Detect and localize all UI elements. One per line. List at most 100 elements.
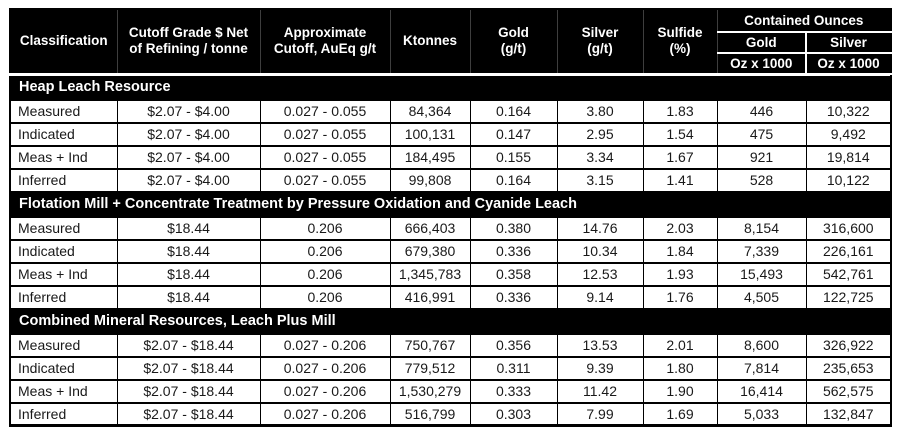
table-row: Measured $2.07 - $4.00 0.027 - 0.055 84,… [9, 98, 892, 124]
cell-ktonnes: 516,799 [389, 401, 471, 427]
cell-gold-oz: 7,814 [716, 355, 807, 381]
col-header-contained-ounces: Contained Ounces [717, 9, 892, 33]
col-header-sulfide: Sulfide (%) [643, 9, 718, 76]
cell-sulfide-pct: 1.69 [642, 401, 718, 427]
cell-gold-oz: 528 [716, 167, 807, 193]
table-row: Meas + Ind $2.07 - $4.00 0.027 - 0.055 1… [9, 144, 892, 170]
cell-sulfide-pct: 1.84 [642, 238, 718, 264]
table-row: Indicated $18.44 0.206 679,380 0.336 10.… [9, 238, 892, 264]
cell-gold-gpt: 0.164 [469, 98, 558, 124]
section-header-row: Combined Mineral Resources, Leach Plus M… [10, 308, 892, 334]
cell-ktonnes: 750,767 [389, 332, 471, 358]
cell-silver-gpt: 3.15 [556, 167, 644, 193]
cell-gold-oz: 4,505 [716, 284, 807, 310]
cell-classification: Indicated [9, 121, 118, 147]
cell-cutoff-grade: $2.07 - $4.00 [116, 121, 261, 147]
cell-silver-gpt: 3.34 [556, 144, 644, 170]
cell-silver-oz: 316,600 [805, 215, 892, 241]
col-header-classification: Classification [10, 9, 118, 76]
cell-sulfide-pct: 2.01 [642, 332, 718, 358]
col-header-contained-gold: Gold [717, 32, 807, 54]
col-header-approx-cutoff-line2: Cutoff, AuEq g/t [273, 41, 377, 57]
cell-sulfide-pct: 1.83 [642, 98, 718, 124]
cell-gold-gpt: 0.380 [469, 215, 558, 241]
table-row: Meas + Ind $18.44 0.206 1,345,783 0.358 … [9, 261, 892, 287]
cell-approx-cutoff: 0.206 [259, 238, 391, 264]
cell-silver-oz: 542,761 [805, 261, 892, 287]
cell-gold-oz: 8,600 [716, 332, 807, 358]
cell-cutoff-grade: $2.07 - $18.44 [116, 332, 261, 358]
cell-approx-cutoff: 0.027 - 0.206 [259, 355, 391, 381]
cell-gold-oz: 8,154 [716, 215, 807, 241]
section-header-row: Heap Leach Resource [10, 74, 892, 100]
cell-approx-cutoff: 0.027 - 0.206 [259, 332, 391, 358]
cell-gold-gpt: 0.311 [469, 355, 558, 381]
cell-classification: Inferred [9, 167, 118, 193]
col-header-cutoff-grade: Cutoff Grade $ Net of Refining / tonne [117, 9, 261, 76]
cell-sulfide-pct: 1.41 [642, 167, 718, 193]
cell-sulfide-pct: 1.76 [642, 284, 718, 310]
section-title: Flotation Mill + Concentrate Treatment b… [10, 191, 892, 217]
cell-silver-gpt: 13.53 [556, 332, 644, 358]
cell-classification: Indicated [9, 355, 118, 381]
cell-silver-oz: 226,161 [805, 238, 892, 264]
cell-classification: Measured [9, 98, 118, 124]
section-header-row: Flotation Mill + Concentrate Treatment b… [10, 191, 892, 217]
cell-ktonnes: 99,808 [389, 167, 471, 193]
cell-cutoff-grade: $2.07 - $18.44 [116, 401, 261, 427]
col-header-contained-silver: Silver [806, 32, 892, 54]
cell-classification: Inferred [9, 284, 118, 310]
cell-sulfide-pct: 1.54 [642, 121, 718, 147]
cell-silver-gpt: 9.14 [556, 284, 644, 310]
cell-sulfide-pct: 1.67 [642, 144, 718, 170]
cell-silver-gpt: 7.99 [556, 401, 644, 427]
cell-silver-gpt: 3.80 [556, 98, 644, 124]
cell-silver-oz: 122,725 [805, 284, 892, 310]
section-title: Heap Leach Resource [10, 74, 892, 100]
cell-classification: Measured [9, 332, 118, 358]
cell-cutoff-grade: $2.07 - $18.44 [116, 378, 261, 404]
table-row: Measured $2.07 - $18.44 0.027 - 0.206 75… [9, 332, 892, 358]
cell-silver-gpt: 11.42 [556, 378, 644, 404]
table-row: Inferred $18.44 0.206 416,991 0.336 9.14… [9, 284, 892, 310]
cell-approx-cutoff: 0.027 - 0.055 [259, 98, 391, 124]
cell-silver-gpt: 9.39 [556, 355, 644, 381]
cell-ktonnes: 666,403 [389, 215, 471, 241]
cell-cutoff-grade: $2.07 - $4.00 [116, 167, 261, 193]
table-row: Inferred $2.07 - $18.44 0.027 - 0.206 51… [9, 401, 892, 427]
cell-cutoff-grade: $2.07 - $18.44 [116, 355, 261, 381]
col-header-gold-grade-line1: Gold [498, 25, 529, 41]
col-header-approx-cutoff-line1: Approximate [283, 25, 367, 41]
col-header-cutoff-grade-line2: of Refining / tonne [129, 41, 248, 57]
col-header-ktonnes: Ktonnes [390, 9, 471, 76]
cell-approx-cutoff: 0.206 [259, 284, 391, 310]
cell-gold-gpt: 0.333 [469, 378, 558, 404]
col-header-gold-grade: Gold (g/t) [470, 9, 558, 76]
cell-gold-oz: 475 [716, 121, 807, 147]
cell-gold-gpt: 0.358 [469, 261, 558, 287]
cell-cutoff-grade: $18.44 [116, 261, 261, 287]
mineral-resources-table: Classification Cutoff Grade $ Net of Ref… [9, 8, 893, 427]
cell-cutoff-grade: $18.44 [116, 215, 261, 241]
col-header-gold-grade-line2: (g/t) [500, 41, 527, 57]
cell-ktonnes: 779,512 [389, 355, 471, 381]
cell-silver-oz: 326,922 [805, 332, 892, 358]
col-header-approx-cutoff: Approximate Cutoff, AuEq g/t [260, 9, 391, 76]
table-row: Inferred $2.07 - $4.00 0.027 - 0.055 99,… [9, 167, 892, 193]
cell-silver-oz: 19,814 [805, 144, 892, 170]
cell-gold-gpt: 0.336 [469, 284, 558, 310]
cell-approx-cutoff: 0.027 - 0.055 [259, 121, 391, 147]
cell-silver-gpt: 10.34 [556, 238, 644, 264]
cell-gold-gpt: 0.303 [469, 401, 558, 427]
cell-silver-gpt: 14.76 [556, 215, 644, 241]
cell-sulfide-pct: 1.93 [642, 261, 718, 287]
cell-ktonnes: 100,131 [389, 121, 471, 147]
cell-gold-oz: 16,414 [716, 378, 807, 404]
table-row: Measured $18.44 0.206 666,403 0.380 14.7… [9, 215, 892, 241]
cell-gold-oz: 15,493 [716, 261, 807, 287]
cell-ktonnes: 84,364 [389, 98, 471, 124]
cell-silver-oz: 10,122 [805, 167, 892, 193]
cell-approx-cutoff: 0.027 - 0.055 [259, 167, 391, 193]
cell-gold-gpt: 0.164 [469, 167, 558, 193]
table-row: Indicated $2.07 - $18.44 0.027 - 0.206 7… [9, 355, 892, 381]
